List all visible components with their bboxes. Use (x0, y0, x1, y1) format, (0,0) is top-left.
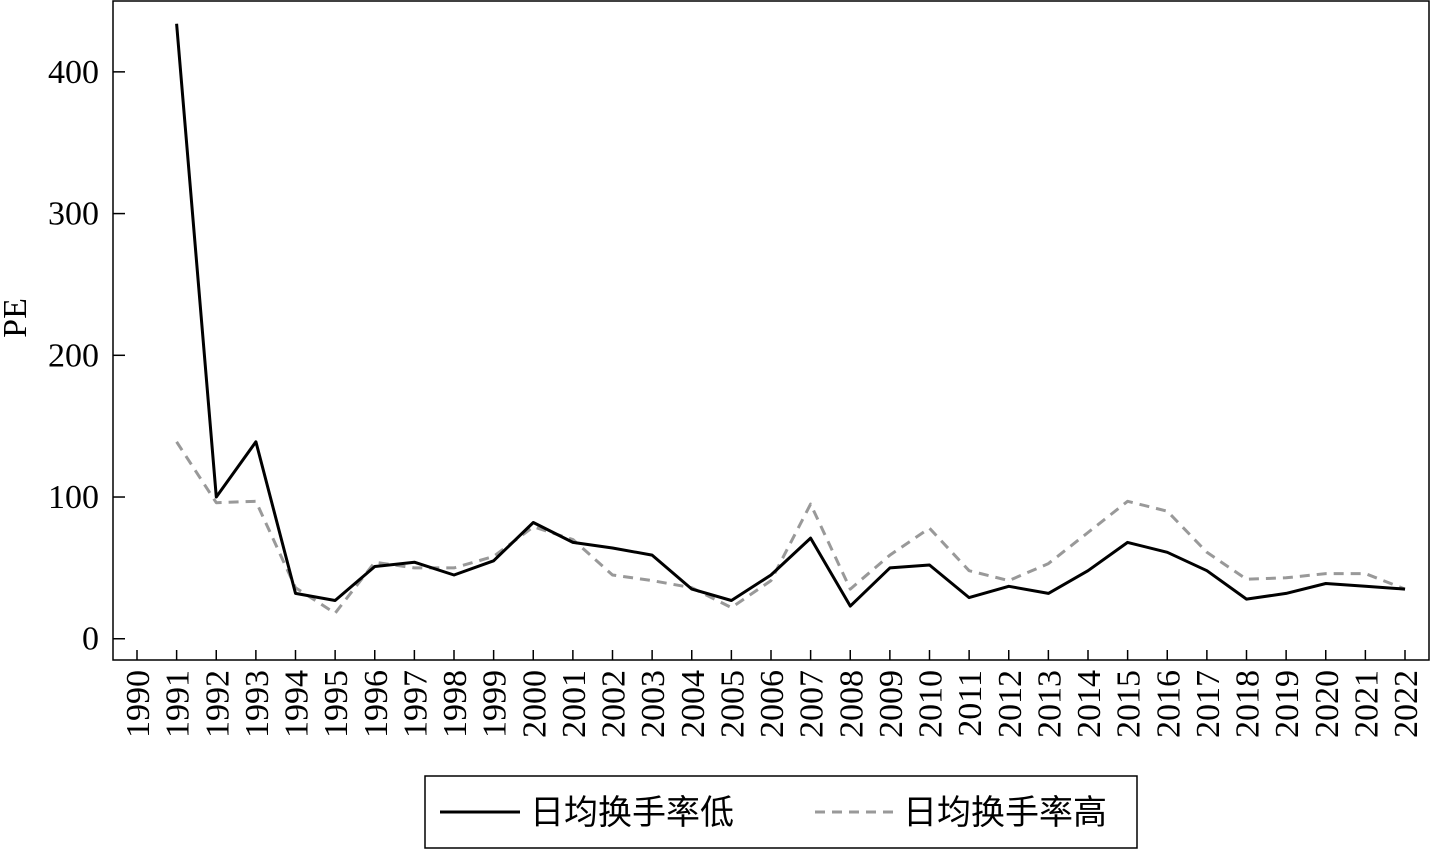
x-tick-label: 2017 (1190, 670, 1227, 738)
x-tick-label: 1997 (397, 670, 434, 738)
x-tick-label: 1990 (120, 670, 157, 738)
series-line-high-turnover (175, 440, 1406, 615)
x-tick-label: 1996 (358, 670, 395, 738)
x-tick-label: 1998 (437, 670, 474, 738)
y-axis-label: PE (0, 298, 34, 338)
x-tick-label: 2003 (635, 670, 672, 738)
y-tick-label: 100 (48, 479, 99, 516)
x-tick-label: 2019 (1269, 670, 1306, 738)
x-tick-label: 1993 (239, 670, 276, 738)
x-tick-label: 1991 (160, 670, 197, 738)
x-tick-label: 2020 (1309, 670, 1346, 738)
x-tick-label: 2011 (952, 670, 989, 737)
x-tick-label: 2004 (675, 670, 712, 738)
legend-label-high: 日均换手率高 (903, 794, 1107, 832)
y-tick-label: 200 (48, 337, 99, 374)
x-tick-label: 2010 (913, 670, 950, 738)
x-tick-label: 2012 (992, 670, 1029, 738)
x-tick-label: 1999 (477, 670, 514, 738)
y-axis: 0 100 200 300 400 (48, 54, 125, 658)
legend-label-low: 日均换手率低 (530, 794, 734, 832)
x-tick-label: 2018 (1230, 670, 1267, 738)
x-tick-label: 2005 (714, 670, 751, 738)
x-tick-label: 2008 (833, 670, 870, 738)
x-tick-label: 2014 (1071, 670, 1108, 738)
x-tick-label: 2021 (1348, 670, 1385, 738)
legend-box (424, 775, 1138, 849)
x-tick-label: 1995 (318, 670, 355, 738)
x-axis: 1990 1991 1992 1993 1994 1995 1996 1997 1998 1999… (120, 650, 1425, 738)
x-tick-label: 2002 (596, 670, 633, 738)
x-tick-label: 2022 (1388, 670, 1425, 738)
legend: 日均换手率低 日均换手率高 (424, 775, 1138, 849)
x-tick-label: 2015 (1111, 670, 1148, 738)
y-tick-label: 300 (48, 196, 99, 233)
x-tick-label: 1992 (199, 670, 236, 738)
x-tick-label: 2016 (1150, 670, 1187, 738)
x-tick-label: 2006 (754, 670, 791, 738)
plot-frame (112, 0, 1430, 661)
x-tick-label: 2007 (794, 670, 831, 738)
x-tick-label: 1994 (279, 670, 316, 738)
x-tick-label: 2001 (556, 670, 593, 738)
y-tick-label: 400 (48, 54, 99, 91)
y-tick-label: 0 (82, 621, 99, 658)
x-tick-label: 2009 (873, 670, 910, 738)
series-line-low-turnover (175, 23, 1406, 608)
series-layer (175, 23, 1406, 615)
x-tick-label: 2000 (516, 670, 553, 738)
x-tick-label: 2013 (1031, 670, 1068, 738)
